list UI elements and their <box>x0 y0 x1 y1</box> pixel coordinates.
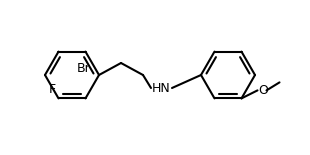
Text: HN: HN <box>152 82 171 95</box>
Text: Br: Br <box>77 62 91 75</box>
Text: O: O <box>259 84 268 97</box>
Text: F: F <box>48 83 55 96</box>
